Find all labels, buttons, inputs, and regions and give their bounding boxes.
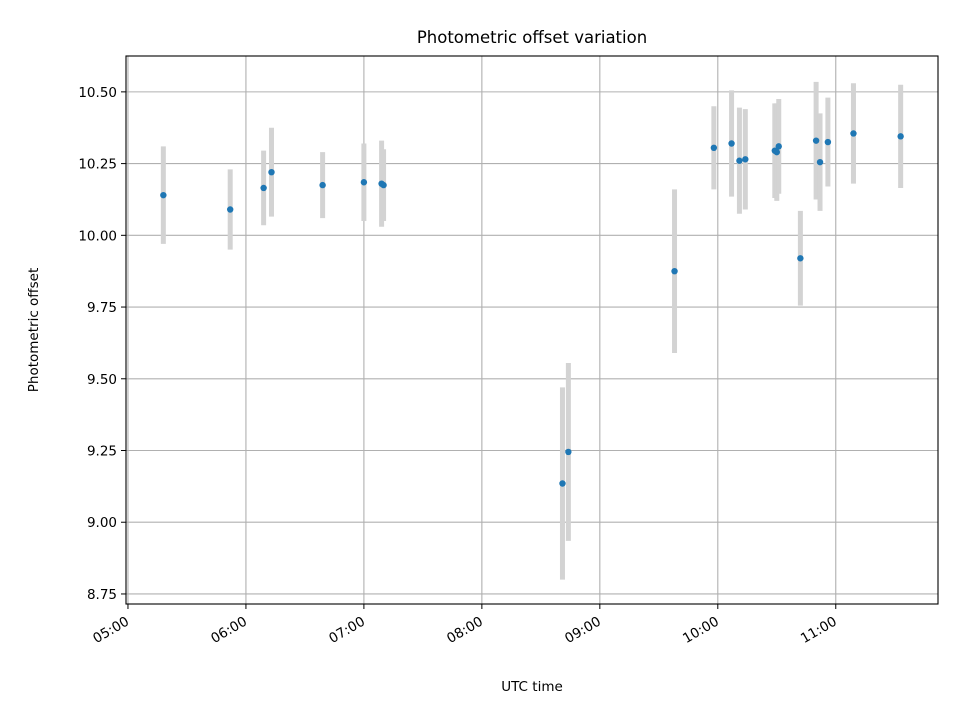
plot-frame	[125, 55, 939, 605]
data-point	[816, 158, 824, 166]
data-point	[850, 130, 857, 137]
y-axis: 8.75 9.00 9.25 9.50 9.75 10.00 10.25 10.50	[78, 85, 126, 603]
data-point	[160, 191, 167, 199]
chart-title: Photometric offset variation	[417, 28, 647, 47]
data-point	[227, 206, 234, 213]
y-tick-label: 10.00	[78, 228, 117, 244]
data-point	[736, 157, 743, 164]
data-point	[380, 181, 387, 189]
x-axis-label: UTC time	[501, 679, 563, 695]
y-tick-label: 10.50	[78, 85, 117, 101]
data-points	[160, 130, 904, 487]
data-point	[268, 168, 275, 176]
y-tick-label: 9.25	[87, 444, 117, 460]
data-point	[319, 181, 326, 189]
data-point	[671, 267, 678, 275]
data-point	[742, 156, 749, 163]
data-point	[710, 144, 718, 152]
data-point	[728, 140, 735, 147]
data-point	[897, 133, 904, 140]
data-point	[260, 184, 267, 192]
data-point	[360, 179, 368, 186]
data-point	[824, 138, 832, 146]
y-tick-label: 9.00	[87, 515, 117, 531]
y-tick-label: 9.75	[87, 300, 117, 316]
data-point	[559, 480, 566, 487]
y-tick-label: 10.25	[78, 157, 117, 173]
data-point	[773, 148, 780, 156]
data-point	[812, 137, 820, 144]
y-tick-label: 9.50	[87, 372, 117, 388]
data-point	[775, 143, 782, 150]
data-point	[797, 255, 804, 262]
y-axis-label: Photometric offset	[26, 268, 42, 392]
y-tick-label: 8.75	[87, 587, 117, 603]
data-point	[565, 448, 572, 456]
